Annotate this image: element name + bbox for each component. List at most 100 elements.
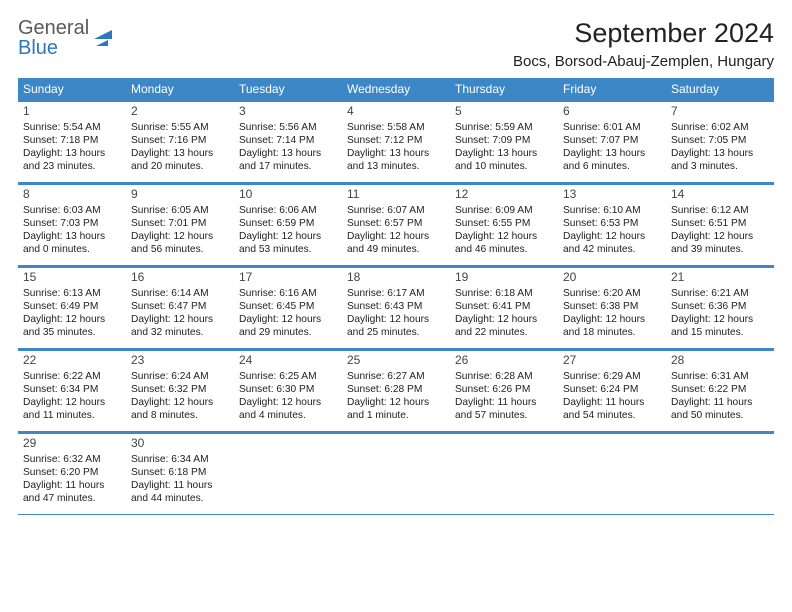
weekday-thursday: Thursday [450,78,558,100]
sunrise-text: Sunrise: 6:22 AM [23,370,121,383]
sunrise-text: Sunrise: 6:32 AM [23,453,121,466]
sunset-text: Sunset: 6:49 PM [23,300,121,313]
sunrise-text: Sunrise: 6:09 AM [455,204,553,217]
daylight-text-1: Daylight: 13 hours [563,147,661,160]
sunrise-text: Sunrise: 5:55 AM [131,121,229,134]
calendar-cell: 27Sunrise: 6:29 AMSunset: 6:24 PMDayligh… [558,351,666,431]
calendar-cell: 7Sunrise: 6:02 AMSunset: 7:05 PMDaylight… [666,102,774,182]
calendar-cell [558,434,666,514]
sunrise-text: Sunrise: 5:54 AM [23,121,121,134]
day-number: 1 [23,104,121,120]
sunset-text: Sunset: 6:26 PM [455,383,553,396]
calendar-cell: 17Sunrise: 6:16 AMSunset: 6:45 PMDayligh… [234,268,342,348]
daylight-text-2: and 49 minutes. [347,243,445,256]
sunset-text: Sunset: 6:51 PM [671,217,769,230]
daylight-text-1: Daylight: 12 hours [131,313,229,326]
daylight-text-2: and 3 minutes. [671,160,769,173]
calendar: Sunday Monday Tuesday Wednesday Thursday… [18,78,774,515]
day-number: 3 [239,104,337,120]
sunrise-text: Sunrise: 6:12 AM [671,204,769,217]
daylight-text-1: Daylight: 12 hours [563,230,661,243]
sunrise-text: Sunrise: 6:02 AM [671,121,769,134]
logo-icon [94,30,112,46]
calendar-cell [666,434,774,514]
sunrise-text: Sunrise: 6:05 AM [131,204,229,217]
calendar-cell: 25Sunrise: 6:27 AMSunset: 6:28 PMDayligh… [342,351,450,431]
daylight-text-2: and 29 minutes. [239,326,337,339]
daylight-text-2: and 15 minutes. [671,326,769,339]
sunrise-text: Sunrise: 6:24 AM [131,370,229,383]
calendar-cell: 28Sunrise: 6:31 AMSunset: 6:22 PMDayligh… [666,351,774,431]
sunrise-text: Sunrise: 6:20 AM [563,287,661,300]
daylight-text-2: and 56 minutes. [131,243,229,256]
sunset-text: Sunset: 6:20 PM [23,466,121,479]
calendar-cell: 10Sunrise: 6:06 AMSunset: 6:59 PMDayligh… [234,185,342,265]
daylight-text-1: Daylight: 12 hours [563,313,661,326]
daylight-text-2: and 4 minutes. [239,409,337,422]
daylight-text-1: Daylight: 11 hours [131,479,229,492]
daylight-text-2: and 22 minutes. [455,326,553,339]
daylight-text-2: and 8 minutes. [131,409,229,422]
header: General Blue September 2024 Bocs, Borsod… [18,18,774,70]
sunset-text: Sunset: 7:18 PM [23,134,121,147]
calendar-cell: 2Sunrise: 5:55 AMSunset: 7:16 PMDaylight… [126,102,234,182]
sunrise-text: Sunrise: 6:01 AM [563,121,661,134]
calendar-cell: 9Sunrise: 6:05 AMSunset: 7:01 PMDaylight… [126,185,234,265]
daylight-text-1: Daylight: 12 hours [455,313,553,326]
daylight-text-1: Daylight: 13 hours [23,147,121,160]
sunrise-text: Sunrise: 6:31 AM [671,370,769,383]
logo-text: General Blue [18,18,89,58]
sunset-text: Sunset: 6:59 PM [239,217,337,230]
sunset-text: Sunset: 7:14 PM [239,134,337,147]
daylight-text-1: Daylight: 13 hours [347,147,445,160]
sunrise-text: Sunrise: 6:17 AM [347,287,445,300]
day-number: 29 [23,436,121,452]
weekday-friday: Friday [558,78,666,100]
day-number: 9 [131,187,229,203]
daylight-text-1: Daylight: 12 hours [23,396,121,409]
day-number: 17 [239,270,337,286]
sunset-text: Sunset: 6:30 PM [239,383,337,396]
sunrise-text: Sunrise: 6:10 AM [563,204,661,217]
calendar-row: 22Sunrise: 6:22 AMSunset: 6:34 PMDayligh… [18,349,774,432]
sunset-text: Sunset: 6:36 PM [671,300,769,313]
sunset-text: Sunset: 6:57 PM [347,217,445,230]
calendar-cell: 15Sunrise: 6:13 AMSunset: 6:49 PMDayligh… [18,268,126,348]
sunrise-text: Sunrise: 6:13 AM [23,287,121,300]
daylight-text-2: and 53 minutes. [239,243,337,256]
daylight-text-1: Daylight: 13 hours [455,147,553,160]
calendar-header-row: Sunday Monday Tuesday Wednesday Thursday… [18,78,774,100]
sunset-text: Sunset: 6:55 PM [455,217,553,230]
sunset-text: Sunset: 6:24 PM [563,383,661,396]
sunset-text: Sunset: 7:05 PM [671,134,769,147]
daylight-text-2: and 50 minutes. [671,409,769,422]
daylight-text-2: and 0 minutes. [23,243,121,256]
day-number: 4 [347,104,445,120]
daylight-text-1: Daylight: 12 hours [239,396,337,409]
calendar-cell: 14Sunrise: 6:12 AMSunset: 6:51 PMDayligh… [666,185,774,265]
sunrise-text: Sunrise: 6:14 AM [131,287,229,300]
sunrise-text: Sunrise: 6:21 AM [671,287,769,300]
day-number: 10 [239,187,337,203]
daylight-text-1: Daylight: 12 hours [23,313,121,326]
calendar-cell: 26Sunrise: 6:28 AMSunset: 6:26 PMDayligh… [450,351,558,431]
calendar-body: 1Sunrise: 5:54 AMSunset: 7:18 PMDaylight… [18,100,774,515]
calendar-cell: 21Sunrise: 6:21 AMSunset: 6:36 PMDayligh… [666,268,774,348]
calendar-cell: 29Sunrise: 6:32 AMSunset: 6:20 PMDayligh… [18,434,126,514]
daylight-text-1: Daylight: 12 hours [131,396,229,409]
logo-word1: General [18,17,89,39]
sunset-text: Sunset: 7:01 PM [131,217,229,230]
daylight-text-2: and 10 minutes. [455,160,553,173]
calendar-cell: 23Sunrise: 6:24 AMSunset: 6:32 PMDayligh… [126,351,234,431]
daylight-text-1: Daylight: 13 hours [131,147,229,160]
day-number: 26 [455,353,553,369]
daylight-text-2: and 20 minutes. [131,160,229,173]
daylight-text-1: Daylight: 12 hours [671,230,769,243]
weekday-tuesday: Tuesday [234,78,342,100]
calendar-row: 8Sunrise: 6:03 AMSunset: 7:03 PMDaylight… [18,183,774,266]
weekday-sunday: Sunday [18,78,126,100]
daylight-text-2: and 54 minutes. [563,409,661,422]
calendar-page: General Blue September 2024 Bocs, Borsod… [0,0,792,515]
sunset-text: Sunset: 6:53 PM [563,217,661,230]
weekday-saturday: Saturday [666,78,774,100]
